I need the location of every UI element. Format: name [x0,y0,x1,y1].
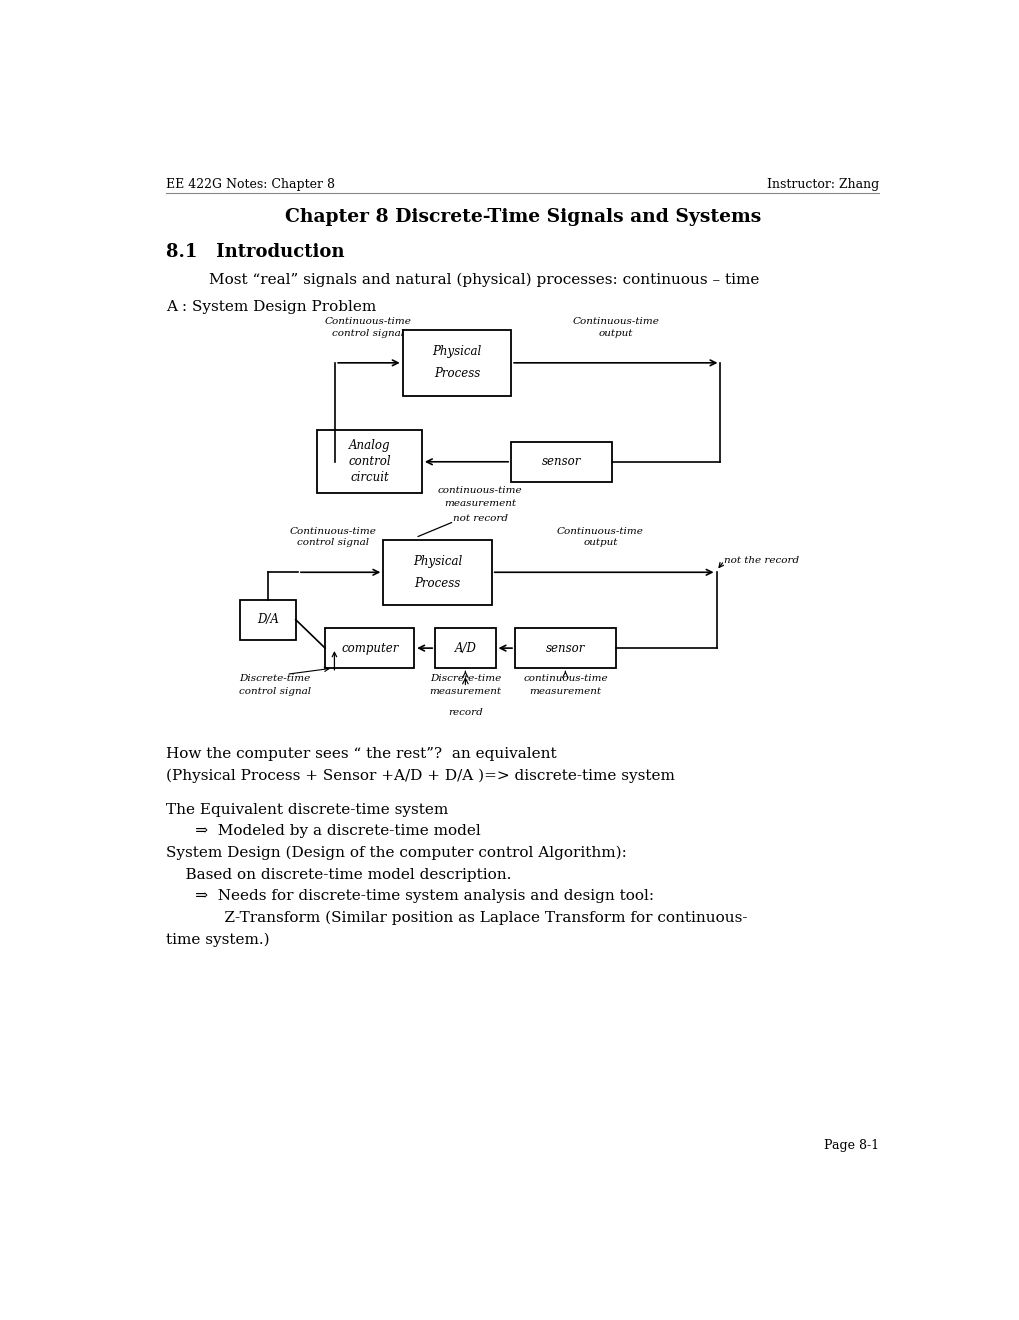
Text: ⇒  Needs for discrete-time system analysis and design tool:: ⇒ Needs for discrete-time system analysi… [166,890,654,903]
Text: D/A: D/A [257,612,278,626]
Text: measurement: measurement [529,688,601,697]
Text: Discrete-time: Discrete-time [429,675,500,684]
Text: Page 8-1: Page 8-1 [823,1139,878,1151]
Text: output: output [583,539,616,548]
Bar [239,599,296,640]
Text: How the computer sees “ the rest”?  an equivalent: How the computer sees “ the rest”? an eq… [166,747,556,762]
Text: not record: not record [452,513,507,523]
Text: computer: computer [340,642,398,655]
Text: control signal: control signal [297,539,369,548]
Text: A : System Design Problem: A : System Design Problem [166,300,376,314]
Text: circuit: circuit [350,471,388,484]
Bar [515,628,615,668]
Text: continuous-time: continuous-time [523,675,607,684]
Text: Analog: Analog [348,440,390,453]
Text: Z-Transform (Similar position as Laplace Transform for continuous-: Z-Transform (Similar position as Laplace… [166,911,747,925]
Text: output: output [598,329,633,338]
Text: not the record: not the record [723,556,799,565]
Text: measurement: measurement [443,499,516,508]
Bar [511,442,611,482]
Text: record: record [447,708,482,717]
Text: Based on discrete-time model description.: Based on discrete-time model description… [166,867,512,882]
Text: control signal: control signal [238,688,311,697]
Text: 8.1   Introduction: 8.1 Introduction [166,243,344,261]
Text: System Design (Design of the computer control Algorithm):: System Design (Design of the computer co… [166,846,627,861]
Text: sensor: sensor [541,455,581,469]
Text: sensor: sensor [545,642,585,655]
Text: The Equivalent discrete-time system: The Equivalent discrete-time system [166,803,448,817]
Text: Instructor: Zhang: Instructor: Zhang [766,178,878,190]
Text: Continuous-time: Continuous-time [556,527,643,536]
Bar [317,430,422,494]
Text: Continuous-time: Continuous-time [324,317,411,326]
Text: (Physical Process + Sensor +A/D + D/A )=> discrete-time system: (Physical Process + Sensor +A/D + D/A )=… [166,770,675,783]
Text: Physical: Physical [413,554,462,568]
Text: Process: Process [433,367,480,380]
Text: Continuous-time: Continuous-time [289,527,376,536]
Text: time system.): time system.) [166,932,270,946]
Bar [403,330,511,396]
Text: Process: Process [414,577,461,590]
Text: control signal: control signal [331,329,404,338]
Text: Continuous-time: Continuous-time [572,317,658,326]
Text: A/D: A/D [454,642,476,655]
Text: ⇒  Modeled by a discrete-time model: ⇒ Modeled by a discrete-time model [166,825,481,838]
Bar [435,628,495,668]
Text: Physical: Physical [432,346,481,359]
Text: Chapter 8 Discrete-Time Signals and Systems: Chapter 8 Discrete-Time Signals and Syst… [284,209,760,227]
Bar [325,628,414,668]
Text: EE 422G Notes: Chapter 8: EE 422G Notes: Chapter 8 [166,178,335,190]
Text: measurement: measurement [429,688,501,697]
Text: Most “real” signals and natural (physical) processes: continuous – time: Most “real” signals and natural (physica… [209,272,758,286]
Text: continuous-time: continuous-time [437,486,522,495]
Text: control: control [348,455,390,469]
Text: Discrete-time: Discrete-time [238,675,310,684]
Bar [383,540,491,605]
